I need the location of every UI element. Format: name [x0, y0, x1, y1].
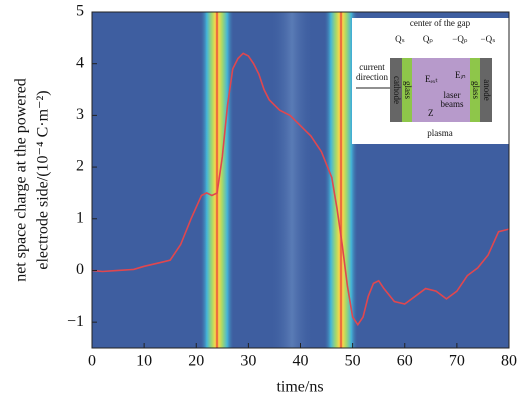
y-tick-label: 5	[76, 3, 84, 20]
x-axis-label: time/ns	[276, 379, 323, 396]
x-tick-label: 40	[293, 353, 309, 370]
inset-text: beams	[441, 99, 464, 109]
x-tick-label: 0	[88, 353, 96, 370]
inset-text: laser	[444, 90, 461, 100]
inset-text: center of the gap	[410, 18, 471, 28]
inset-text: Qₚ	[423, 34, 433, 44]
glass	[470, 58, 480, 122]
x-tick-label: 60	[397, 353, 413, 370]
inset-text: glass	[471, 81, 481, 99]
y-tick-label: 1	[76, 209, 84, 226]
inset: center of the gap Qₛ Qₚ −Qₚ −Qₛ current …	[352, 18, 514, 144]
data-line	[91, 52, 510, 327]
inset-text: −Qₛ	[481, 34, 496, 44]
cathode	[390, 58, 402, 122]
y-tick-label: −1	[67, 313, 84, 330]
inset-text: cathode	[392, 76, 402, 104]
plot	[91, 52, 510, 327]
field-band	[270, 12, 314, 348]
inset-text: Eᵢₙ	[455, 70, 466, 80]
x-tick-label: 80	[501, 353, 517, 370]
plasma	[412, 58, 470, 122]
inset-text: plasma	[427, 128, 453, 138]
x-tick-label: 10	[136, 353, 152, 370]
glass	[402, 58, 412, 122]
y-tick-label: 4	[76, 54, 84, 71]
x-tick-label: 70	[449, 353, 465, 370]
x-tick-label: 50	[345, 353, 361, 370]
y-axis-label: electrode side/(10⁻⁴ C·m⁻²)	[35, 90, 52, 269]
inset-text: glass	[403, 81, 413, 99]
y-axis-label: net space charge at the powered	[13, 78, 30, 282]
inset-text: current	[359, 62, 385, 72]
y-tick-label: 0	[76, 261, 84, 278]
y-tick-label: 3	[76, 106, 84, 123]
inset-text: Eₑₓₜ	[425, 74, 438, 84]
inset-text: −Qₚ	[452, 34, 468, 44]
anode	[480, 58, 492, 122]
inset-text: Qₛ	[395, 34, 405, 44]
y-tick-label: 2	[76, 158, 84, 175]
x-tick-label: 30	[240, 353, 256, 370]
field-band	[200, 12, 234, 348]
x-tick-label: 20	[188, 353, 204, 370]
inset-text: direction	[356, 72, 388, 82]
inset-text: anode	[482, 79, 492, 101]
inset-text: Z	[428, 108, 434, 118]
